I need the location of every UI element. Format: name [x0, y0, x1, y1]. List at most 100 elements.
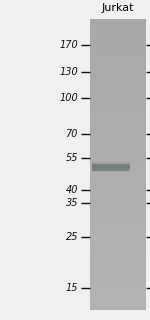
- Bar: [90, 173, 146, 174]
- Text: 130: 130: [59, 67, 78, 77]
- Text: 100: 100: [59, 93, 78, 103]
- Bar: [90, 140, 146, 141]
- Bar: [90, 85, 146, 86]
- Bar: [90, 33, 146, 34]
- Bar: [90, 295, 146, 296]
- Bar: [90, 193, 146, 194]
- Bar: [90, 212, 146, 213]
- Bar: [90, 110, 146, 111]
- Bar: [90, 125, 146, 126]
- Bar: [90, 172, 146, 173]
- Bar: [90, 179, 146, 180]
- Bar: [90, 116, 146, 117]
- Bar: [90, 160, 146, 161]
- Bar: [90, 196, 146, 197]
- Bar: [90, 236, 146, 237]
- Bar: [90, 21, 146, 22]
- Bar: [90, 278, 146, 279]
- Bar: [90, 117, 146, 118]
- Bar: [90, 94, 146, 95]
- Bar: [90, 93, 146, 94]
- Bar: [90, 195, 146, 196]
- Bar: [90, 48, 146, 49]
- Bar: [90, 217, 146, 218]
- Bar: [90, 81, 146, 82]
- Bar: [90, 130, 146, 131]
- Bar: [90, 268, 146, 269]
- Bar: [90, 109, 146, 110]
- Bar: [90, 134, 146, 135]
- Bar: [90, 88, 146, 89]
- Bar: [90, 289, 146, 290]
- Bar: [90, 309, 146, 310]
- Bar: [90, 143, 146, 144]
- Bar: [90, 165, 146, 166]
- Bar: [90, 43, 146, 44]
- Bar: [90, 101, 146, 102]
- Bar: [90, 207, 146, 209]
- Bar: [90, 257, 146, 258]
- Bar: [90, 305, 146, 306]
- Bar: [90, 118, 146, 119]
- Bar: [90, 259, 146, 260]
- Bar: [90, 237, 146, 239]
- Bar: [90, 97, 146, 98]
- Bar: [90, 80, 146, 81]
- Bar: [90, 291, 146, 292]
- Bar: [90, 32, 146, 33]
- Bar: [90, 162, 146, 163]
- Bar: [90, 79, 146, 80]
- Bar: [90, 199, 146, 200]
- Bar: [90, 158, 146, 159]
- Bar: [90, 36, 146, 37]
- Bar: [90, 174, 146, 175]
- Bar: [90, 120, 146, 121]
- Bar: [90, 240, 146, 241]
- Bar: [90, 75, 146, 76]
- Bar: [90, 274, 146, 275]
- Bar: [92, 168, 130, 169]
- Bar: [90, 235, 146, 236]
- Bar: [90, 244, 146, 245]
- Bar: [90, 164, 146, 165]
- Bar: [90, 38, 146, 39]
- Bar: [90, 175, 146, 176]
- Bar: [90, 232, 146, 233]
- Text: 15: 15: [66, 283, 78, 293]
- Bar: [90, 256, 146, 257]
- Bar: [90, 122, 146, 123]
- Bar: [90, 190, 146, 191]
- Bar: [90, 66, 146, 67]
- Bar: [90, 260, 146, 261]
- Bar: [90, 29, 146, 30]
- Text: 35: 35: [66, 198, 78, 208]
- Bar: [90, 294, 146, 295]
- Bar: [90, 154, 146, 155]
- Text: 25: 25: [66, 232, 78, 242]
- Bar: [90, 106, 146, 107]
- Bar: [90, 249, 146, 250]
- Bar: [90, 142, 146, 143]
- Bar: [90, 283, 146, 284]
- Bar: [90, 23, 146, 24]
- Bar: [90, 53, 146, 54]
- Bar: [90, 108, 146, 109]
- Bar: [90, 267, 146, 268]
- Bar: [90, 27, 146, 28]
- Bar: [90, 287, 146, 288]
- Bar: [90, 61, 146, 62]
- Bar: [92, 166, 130, 167]
- Text: 170: 170: [59, 40, 78, 50]
- Bar: [90, 261, 146, 262]
- Bar: [90, 71, 146, 72]
- Bar: [90, 194, 146, 195]
- Bar: [92, 164, 130, 165]
- Bar: [90, 100, 146, 101]
- Bar: [90, 229, 146, 230]
- Bar: [90, 270, 146, 271]
- Bar: [90, 234, 146, 235]
- Bar: [90, 239, 146, 240]
- Bar: [90, 286, 146, 287]
- Bar: [90, 98, 146, 99]
- Bar: [90, 92, 146, 93]
